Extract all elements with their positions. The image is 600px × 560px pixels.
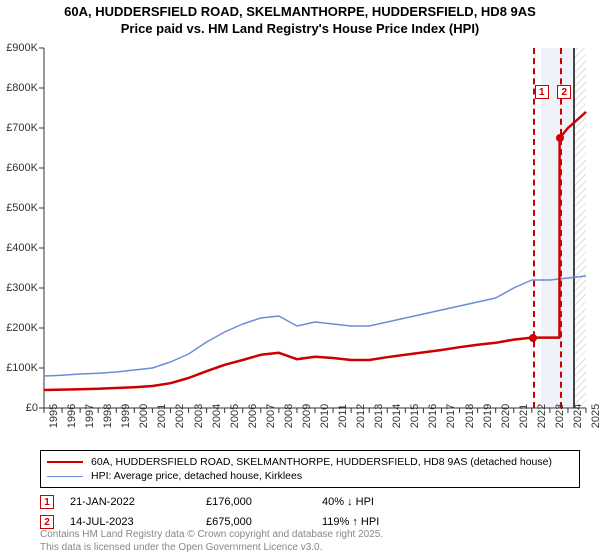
footnote-line2: This data is licensed under the Open Gov… [40, 541, 580, 554]
sales-row-date: 21-JAN-2022 [70, 496, 190, 508]
series-property-line [44, 112, 586, 390]
x-tick-label: 2017 [445, 404, 457, 428]
legend-box: 60A, HUDDERSFIELD ROAD, SKELMANTHORPE, H… [40, 450, 580, 488]
x-tick-label: 2015 [409, 404, 421, 428]
x-tick-label: 2009 [301, 404, 313, 428]
y-tick-label: £0 [0, 402, 38, 414]
y-tick-label: £700K [0, 122, 38, 134]
x-tick-label: 2000 [138, 404, 150, 428]
plot-svg [44, 48, 586, 408]
y-tick-label: £500K [0, 202, 38, 214]
y-tick-label: £900K [0, 42, 38, 54]
chart-title-line2: Price paid vs. HM Land Registry's House … [10, 21, 590, 38]
chart-plot-area: 12 [44, 48, 586, 408]
legend-row-hpi: HPI: Average price, detached house, Kirk… [47, 469, 573, 483]
footnote-line1: Contains HM Land Registry data © Crown c… [40, 528, 580, 541]
sale-point-2 [556, 134, 564, 142]
x-tick-label: 1996 [66, 404, 78, 428]
legend-label-hpi: HPI: Average price, detached house, Kirk… [91, 470, 302, 482]
y-tick-label: £400K [0, 242, 38, 254]
x-tick-label: 2013 [373, 404, 385, 428]
x-tick-label: 1998 [102, 404, 114, 428]
sales-table-row: 1 21-JAN-2022 £176,000 40% ↓ HPI [40, 492, 580, 512]
x-tick-label: 2004 [211, 404, 223, 428]
x-tick-label: 1999 [120, 404, 132, 428]
sales-row-delta: 119% ↑ HPI [322, 516, 422, 528]
x-tick-label: 2019 [482, 404, 494, 428]
x-tick-label: 2022 [536, 404, 548, 428]
chart-title: 60A, HUDDERSFIELD ROAD, SKELMANTHORPE, H… [0, 0, 600, 40]
x-tick-label: 2018 [464, 404, 476, 428]
x-tick-label: 2010 [319, 404, 331, 428]
legend-swatch-hpi [47, 476, 83, 477]
x-tick-label: 2005 [229, 404, 241, 428]
x-tick-label: 1995 [48, 404, 60, 428]
x-tick-label: 2021 [518, 404, 530, 428]
legend-row-property: 60A, HUDDERSFIELD ROAD, SKELMANTHORPE, H… [47, 455, 573, 469]
x-tick-label: 2007 [265, 404, 277, 428]
x-tick-label: 2016 [427, 404, 439, 428]
x-tick-label: 2020 [500, 404, 512, 428]
x-tick-label: 2025 [590, 404, 600, 428]
x-tick-label: 2023 [554, 404, 566, 428]
y-tick-label: £300K [0, 282, 38, 294]
sales-row-marker: 1 [40, 495, 54, 509]
x-tick-label: 2024 [572, 404, 584, 428]
x-tick-label: 1997 [84, 404, 96, 428]
legend-swatch-property [47, 461, 83, 463]
sales-row-marker: 2 [40, 515, 54, 529]
x-tick-label: 2001 [156, 404, 168, 428]
sales-row-date: 14-JUL-2023 [70, 516, 190, 528]
sales-row-price: £675,000 [206, 516, 306, 528]
x-tick-label: 2006 [247, 404, 259, 428]
x-tick-label: 2003 [193, 404, 205, 428]
footnote: Contains HM Land Registry data © Crown c… [40, 528, 580, 554]
x-tick-label: 2012 [355, 404, 367, 428]
y-tick-label: £800K [0, 82, 38, 94]
x-tick-label: 2002 [174, 404, 186, 428]
sales-table: 1 21-JAN-2022 £176,000 40% ↓ HPI 2 14-JUL-202… [40, 492, 580, 532]
sale-marker-box-2: 2 [557, 85, 571, 99]
sales-row-delta: 40% ↓ HPI [322, 496, 422, 508]
x-tick-label: 2014 [391, 404, 403, 428]
series-hpi-line [44, 276, 586, 376]
y-tick-label: £600K [0, 162, 38, 174]
sale-point-1 [529, 334, 537, 342]
x-tick-label: 2008 [283, 404, 295, 428]
sale-marker-box-1: 1 [535, 85, 549, 99]
legend-label-property: 60A, HUDDERSFIELD ROAD, SKELMANTHORPE, H… [91, 456, 552, 468]
sales-row-price: £176,000 [206, 496, 306, 508]
y-tick-label: £100K [0, 362, 38, 374]
y-tick-label: £200K [0, 322, 38, 334]
chart-title-line1: 60A, HUDDERSFIELD ROAD, SKELMANTHORPE, H… [10, 4, 590, 21]
x-tick-label: 2011 [337, 404, 349, 428]
